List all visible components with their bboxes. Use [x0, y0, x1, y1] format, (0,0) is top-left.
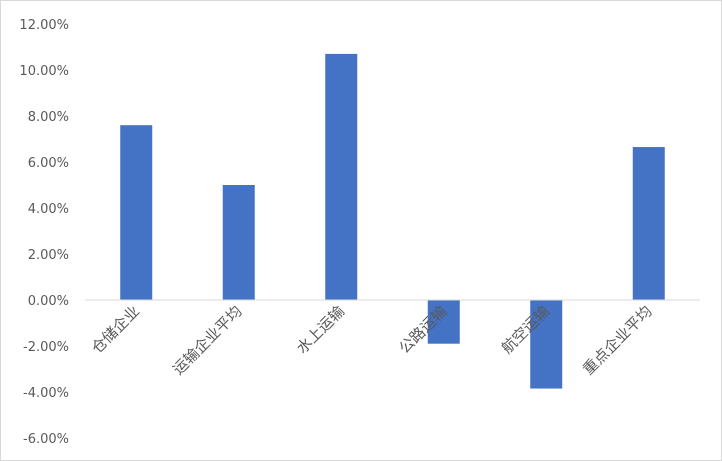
y-tick-label: 4.00%	[28, 202, 69, 217]
bar-1	[120, 125, 153, 300]
y-tick-label: 2.00%	[28, 248, 69, 263]
bar-4	[427, 300, 460, 344]
bar-6	[632, 147, 665, 300]
x-tick-label: 运输企业平均	[169, 302, 245, 378]
y-tick-label: -6.00%	[23, 432, 69, 447]
y-tick-label: -2.00%	[23, 340, 69, 355]
x-tick-label: 重点企业平均	[579, 302, 655, 378]
y-tick-label: 0.00%	[28, 294, 69, 309]
x-tick-label: 仓储企业	[88, 302, 143, 357]
y-tick-label: 12.00%	[19, 18, 69, 33]
y-tick-label: 10.00%	[19, 64, 69, 79]
y-tick-label: 8.00%	[28, 110, 69, 125]
bar-3	[325, 53, 358, 301]
y-tick-label: 6.00%	[28, 156, 69, 171]
y-tick-label: -4.00%	[23, 386, 69, 401]
bar-2	[222, 185, 255, 300]
bar-5	[530, 300, 563, 389]
x-tick-label: 水上运输	[293, 302, 348, 357]
